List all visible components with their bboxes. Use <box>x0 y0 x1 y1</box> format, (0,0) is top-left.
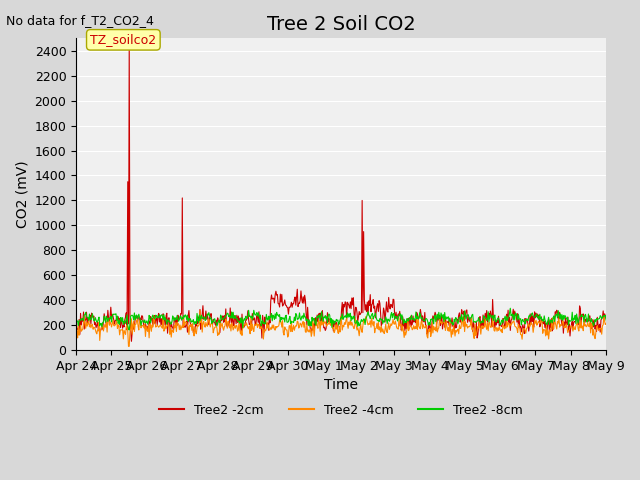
X-axis label: Time: Time <box>324 378 358 392</box>
Tree2 -8cm <box>191 319 198 324</box>
Tree2 -8cm <box>422 316 429 322</box>
Tree2 -4cm <box>82 325 90 331</box>
Legend: Tree2 -2cm, Tree2 -4cm, Tree2 -8cm: Tree2 -2cm, Tree2 -4cm, Tree2 -8cm <box>154 399 528 422</box>
Y-axis label: CO2 (mV): CO2 (mV) <box>15 160 29 228</box>
Tree2 -8cm <box>125 327 133 333</box>
Line: Tree2 -4cm: Tree2 -4cm <box>76 311 606 346</box>
Tree2 -4cm <box>196 308 204 313</box>
Tree2 -4cm <box>422 323 430 328</box>
Tree2 -8cm <box>406 316 414 322</box>
Text: No data for f_T2_CO2_4: No data for f_T2_CO2_4 <box>6 14 154 27</box>
Tree2 -2cm <box>138 313 145 319</box>
Tree2 -8cm <box>506 305 514 311</box>
Tree2 -2cm <box>422 323 430 329</box>
Tree2 -8cm <box>219 317 227 323</box>
Tree2 -4cm <box>191 324 198 330</box>
Line: Tree2 -2cm: Tree2 -2cm <box>76 45 606 341</box>
Tree2 -4cm <box>220 327 227 333</box>
Tree2 -2cm <box>125 42 133 48</box>
Text: TZ_soilco2: TZ_soilco2 <box>90 33 156 47</box>
Tree2 -2cm <box>407 313 415 319</box>
Tree2 -2cm <box>82 317 90 323</box>
Tree2 -4cm <box>137 325 145 331</box>
Tree2 -2cm <box>72 317 80 323</box>
Tree2 -8cm <box>137 323 145 328</box>
Tree2 -2cm <box>220 320 227 325</box>
Tree2 -8cm <box>72 315 80 321</box>
Tree2 -4cm <box>125 343 132 349</box>
Tree2 -2cm <box>602 316 610 322</box>
Tree2 -8cm <box>82 310 90 315</box>
Line: Tree2 -8cm: Tree2 -8cm <box>76 308 606 330</box>
Tree2 -2cm <box>127 338 135 344</box>
Tree2 -4cm <box>602 321 610 326</box>
Title: Tree 2 Soil CO2: Tree 2 Soil CO2 <box>267 15 415 34</box>
Tree2 -8cm <box>602 317 610 323</box>
Tree2 -4cm <box>72 330 80 336</box>
Tree2 -4cm <box>407 323 415 329</box>
Tree2 -2cm <box>192 321 200 327</box>
